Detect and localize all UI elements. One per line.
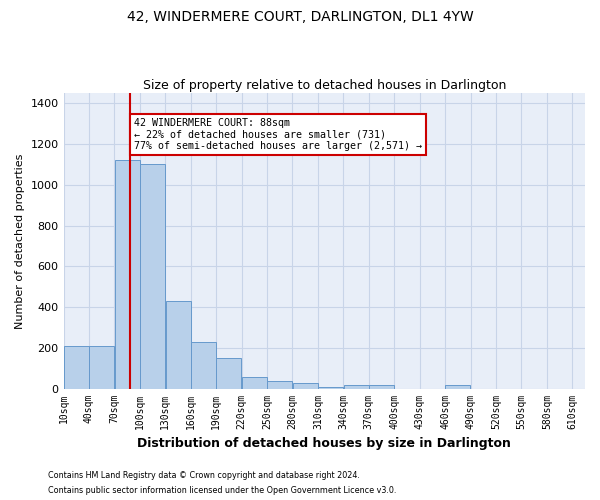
Bar	[267, 381, 292, 388]
Bar	[293, 384, 317, 388]
Bar	[64, 346, 89, 389]
Text: 42, WINDERMERE COURT, DARLINGTON, DL1 4YW: 42, WINDERMERE COURT, DARLINGTON, DL1 4Y…	[127, 10, 473, 24]
Bar	[344, 386, 368, 388]
Bar	[445, 386, 470, 388]
Title: Size of property relative to detached houses in Darlington: Size of property relative to detached ho…	[143, 79, 506, 92]
Bar	[115, 160, 140, 388]
Text: Contains public sector information licensed under the Open Government Licence v3: Contains public sector information licen…	[48, 486, 397, 495]
Bar	[318, 386, 343, 388]
Bar	[89, 346, 114, 389]
Y-axis label: Number of detached properties: Number of detached properties	[15, 153, 25, 328]
Bar	[369, 386, 394, 388]
Bar	[217, 358, 241, 388]
Bar	[242, 377, 267, 388]
Bar	[166, 301, 191, 388]
Bar	[191, 342, 216, 388]
Text: 42 WINDERMERE COURT: 88sqm
← 22% of detached houses are smaller (731)
77% of sem: 42 WINDERMERE COURT: 88sqm ← 22% of deta…	[134, 118, 422, 151]
Text: Contains HM Land Registry data © Crown copyright and database right 2024.: Contains HM Land Registry data © Crown c…	[48, 471, 360, 480]
Bar	[140, 164, 165, 388]
X-axis label: Distribution of detached houses by size in Darlington: Distribution of detached houses by size …	[137, 437, 511, 450]
